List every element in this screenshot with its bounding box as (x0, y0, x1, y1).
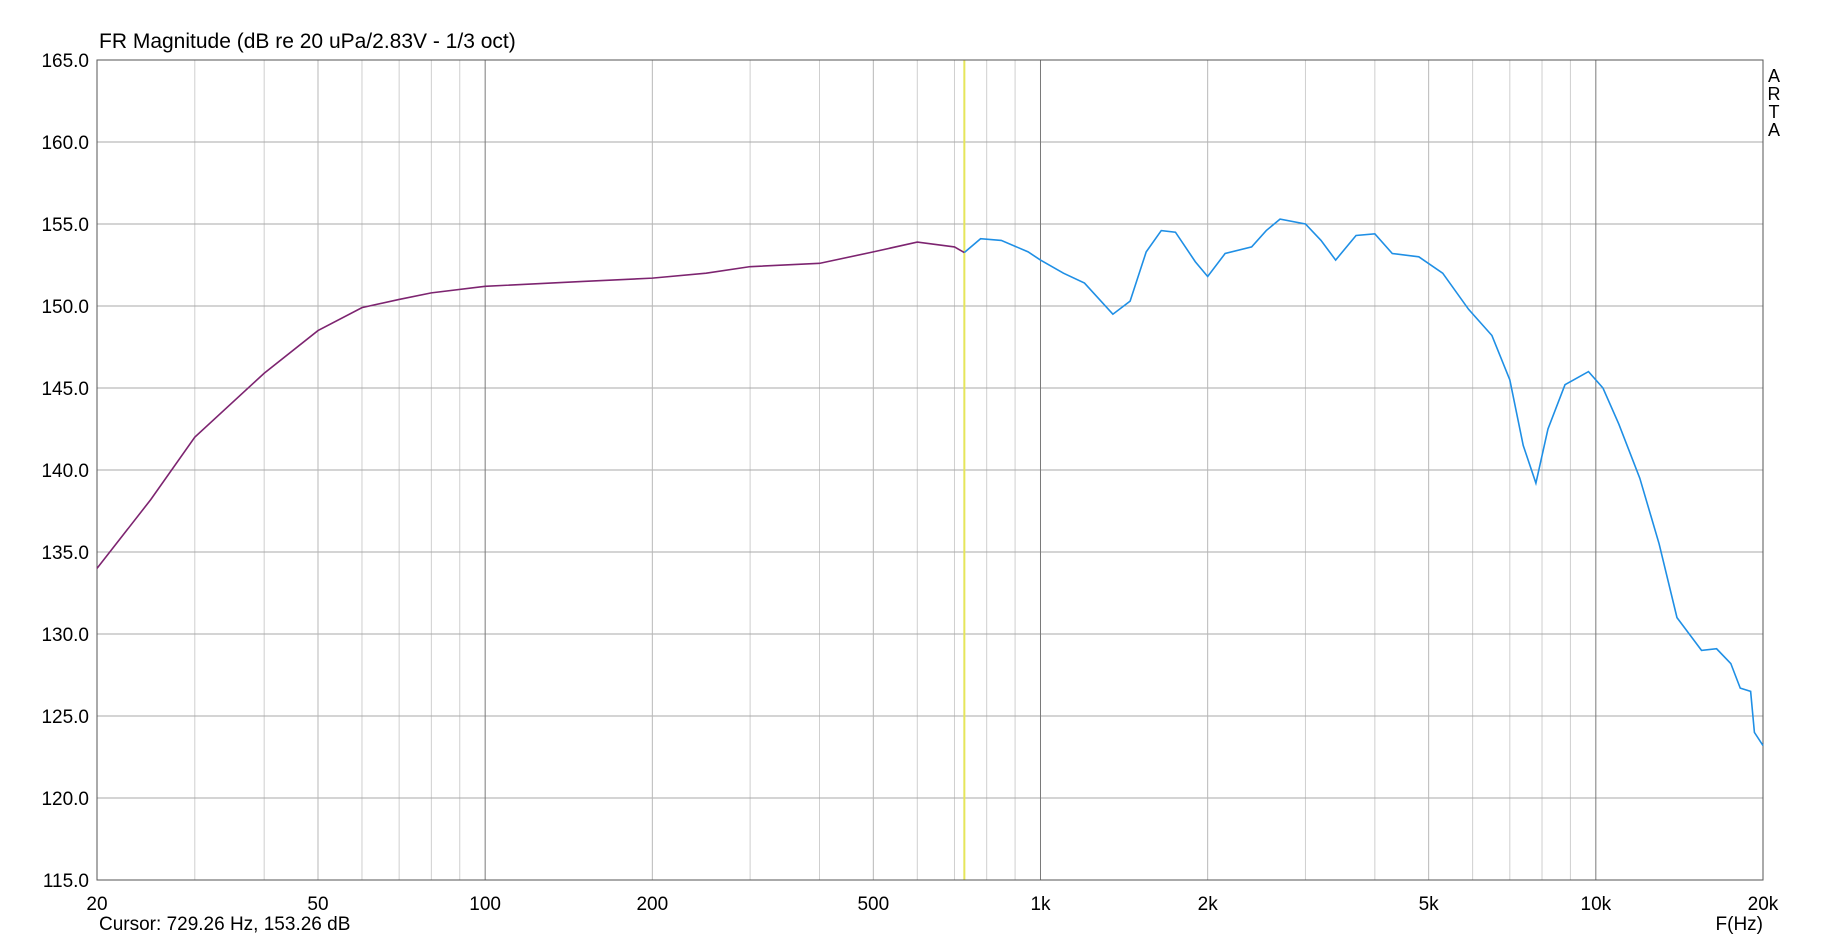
grid (96, 59, 1764, 881)
x-axis-label: F(Hz) (1716, 914, 1763, 935)
x-tick-label: 100 (469, 894, 501, 915)
x-tick-label: 10k (1581, 894, 1612, 915)
chart-title: FR Magnitude (dB re 20 uPa/2.83V - 1/3 o… (99, 30, 516, 53)
x-tick-label: 50 (307, 894, 328, 915)
x-tick-label: 1k (1030, 894, 1051, 915)
series-line (96, 241, 965, 569)
x-tick-label: 20k (1748, 894, 1779, 915)
y-tick-label: 160.0 (41, 133, 89, 154)
x-tick-label: 20 (86, 894, 107, 915)
y-tick-label: 120.0 (41, 789, 89, 810)
plot-frame (96, 59, 1764, 881)
watermark: ARTA (1764, 66, 1784, 138)
x-tick-label: 500 (857, 894, 889, 915)
y-tick-label: 165.0 (41, 51, 89, 72)
cursor-readout: Cursor: 729.26 Hz, 153.26 dB (99, 914, 350, 935)
y-tick-label: 145.0 (41, 379, 89, 400)
y-tick-label: 125.0 (41, 707, 89, 728)
y-tick-label: 130.0 (41, 625, 89, 646)
x-tick-label: 200 (636, 894, 668, 915)
y-tick-label: 140.0 (41, 461, 89, 482)
y-tick-label: 150.0 (41, 297, 89, 318)
x-tick-label: 5k (1419, 894, 1440, 915)
x-tick-label: 2k (1198, 894, 1219, 915)
y-tick-label: 155.0 (41, 215, 89, 236)
y-tick-label: 115.0 (43, 871, 89, 892)
y-tick-label: 135.0 (41, 543, 89, 564)
series-line (963, 218, 1764, 746)
